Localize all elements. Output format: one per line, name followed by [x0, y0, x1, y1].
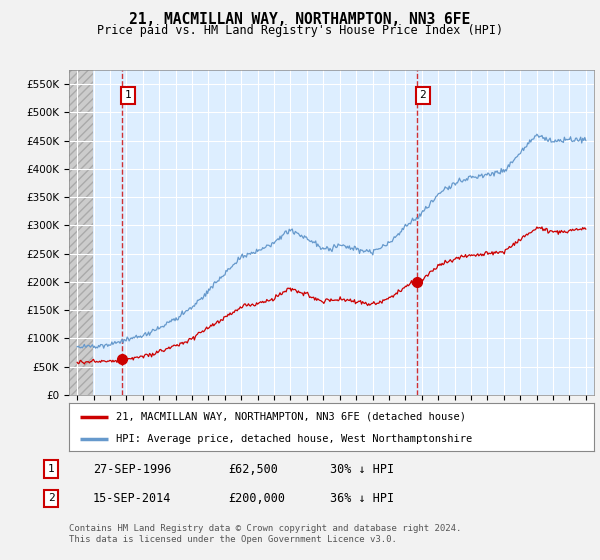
Text: Price paid vs. HM Land Registry's House Price Index (HPI): Price paid vs. HM Land Registry's House … — [97, 24, 503, 37]
Text: 1: 1 — [125, 90, 131, 100]
Bar — [69, 70, 93, 395]
Text: 2: 2 — [47, 493, 55, 503]
Text: 30% ↓ HPI: 30% ↓ HPI — [330, 463, 394, 476]
Text: 21, MACMILLAN WAY, NORTHAMPTON, NN3 6FE (detached house): 21, MACMILLAN WAY, NORTHAMPTON, NN3 6FE … — [116, 412, 466, 422]
Text: Contains HM Land Registry data © Crown copyright and database right 2024.: Contains HM Land Registry data © Crown c… — [69, 524, 461, 533]
Text: 2: 2 — [419, 90, 426, 100]
Text: £200,000: £200,000 — [228, 492, 285, 505]
Text: 36% ↓ HPI: 36% ↓ HPI — [330, 492, 394, 505]
Text: £62,500: £62,500 — [228, 463, 278, 476]
Text: 15-SEP-2014: 15-SEP-2014 — [93, 492, 172, 505]
Text: 27-SEP-1996: 27-SEP-1996 — [93, 463, 172, 476]
Text: HPI: Average price, detached house, West Northamptonshire: HPI: Average price, detached house, West… — [116, 434, 473, 444]
Text: 1: 1 — [47, 464, 55, 474]
Text: 21, MACMILLAN WAY, NORTHAMPTON, NN3 6FE: 21, MACMILLAN WAY, NORTHAMPTON, NN3 6FE — [130, 12, 470, 27]
Text: This data is licensed under the Open Government Licence v3.0.: This data is licensed under the Open Gov… — [69, 535, 397, 544]
